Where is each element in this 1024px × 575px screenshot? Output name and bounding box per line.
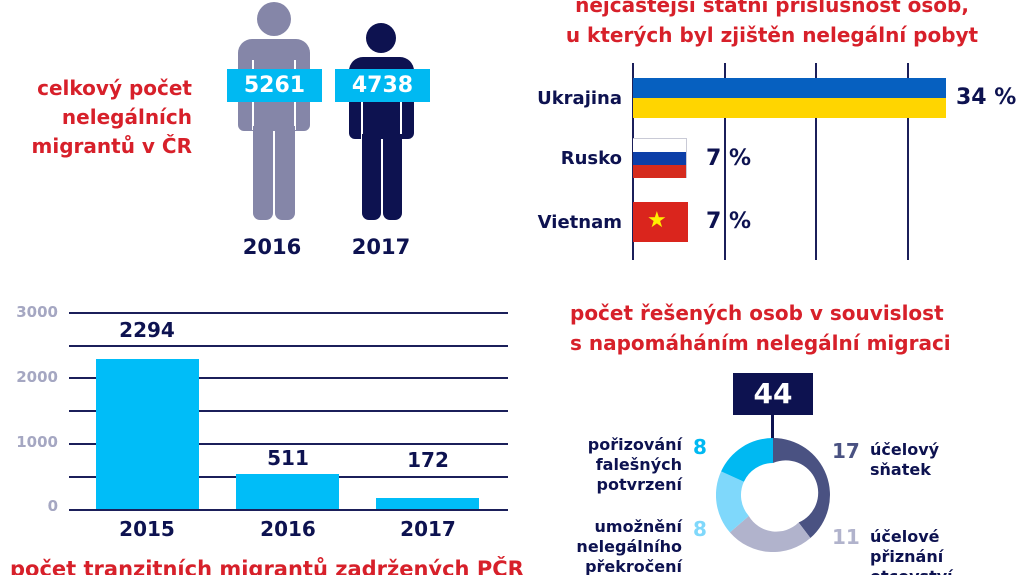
label-line: otcovství xyxy=(870,567,953,575)
segment-ucelovy-snatek xyxy=(773,438,830,538)
grid-line xyxy=(69,443,508,445)
grid-line xyxy=(69,410,508,412)
x-label-2017: 2017 xyxy=(400,517,456,541)
value-label-ukrajina: 34 % xyxy=(956,85,1017,110)
donut-chart xyxy=(716,438,830,552)
title-line: nelegálních xyxy=(61,105,192,129)
country-label-rusko: Rusko xyxy=(560,148,622,169)
year-label-2016: 2016 xyxy=(242,235,302,259)
grid-line xyxy=(69,345,508,347)
title-line: u kterých byl zjištěn nelegální pobyt xyxy=(565,23,979,47)
total-connector xyxy=(771,415,774,439)
y-tick-2000: 2000 xyxy=(16,368,58,386)
country-label-vietnam: Vietnam xyxy=(537,212,622,233)
vietnam-flag-bar: ★ xyxy=(633,202,688,242)
bar-value-2016: 511 xyxy=(267,446,309,470)
label-porizovani-potvrzeni: pořizování falešných potvrzení xyxy=(560,435,682,495)
label-line: překročení xyxy=(585,557,682,575)
bar-2017 xyxy=(376,498,479,509)
value-badge-2016: 5261 xyxy=(227,69,322,102)
label-line: nelegálního xyxy=(576,537,682,556)
grid-line xyxy=(907,63,909,260)
bar-2016 xyxy=(236,474,339,509)
bar-value-2017: 172 xyxy=(407,448,449,472)
label-line: falešných xyxy=(595,455,682,474)
nationality-title: nejčastější státní příslušnost osob, u k… xyxy=(520,0,1024,50)
total-migrants-title: celkový počet nelegálních migrantů v ČR xyxy=(10,74,192,161)
label-line: potvrzení xyxy=(596,475,682,494)
title-line: nejčastější státní příslušnost osob, xyxy=(575,0,969,17)
label-umozneni-prekroceni: umožnění nelegálního překročení xyxy=(560,517,682,575)
x-label-2015: 2015 xyxy=(119,517,175,541)
value-badge-2017: 4738 xyxy=(335,69,430,102)
segment-ucelove-priznani xyxy=(729,516,811,552)
star-icon: ★ xyxy=(647,208,667,233)
grid-line xyxy=(815,63,817,260)
label-line: umožnění xyxy=(594,517,682,536)
x-label-2016: 2016 xyxy=(260,517,316,541)
grid-line xyxy=(69,312,508,314)
value-porizovani-potvrzeni: 8 xyxy=(693,435,707,459)
label-ucelove-priznani: účelové přiznání otcovství xyxy=(870,527,953,575)
label-line: pořizování xyxy=(587,435,682,454)
x-axis-line xyxy=(69,509,508,511)
bar-2015 xyxy=(96,359,199,509)
smuggling-title: počet řešených osob v souvislost s napom… xyxy=(570,298,951,358)
total-badge: 44 xyxy=(733,373,813,415)
label-ucelovy-snatek: účelový sňatek xyxy=(870,440,939,480)
title-line: počet řešených osob v souvislost xyxy=(570,301,944,325)
value-ucelove-priznani: 11 xyxy=(832,525,860,549)
segment-porizovani-potvrzeni xyxy=(721,438,773,482)
label-line: sňatek xyxy=(870,460,931,479)
transit-migrants-title: počet tranzitních migrantů zadržených PČ… xyxy=(10,557,524,575)
russia-flag-bar xyxy=(633,138,687,178)
title-line: celkový počet xyxy=(37,76,192,100)
segment-umozneni-prekroceni xyxy=(716,471,749,533)
y-tick-0: 0 xyxy=(47,497,58,515)
y-tick-1000: 1000 xyxy=(16,433,58,451)
country-label-ukrajina: Ukrajina xyxy=(537,88,622,109)
value-label-rusko: 7 % xyxy=(706,146,752,171)
ukraine-flag-bar xyxy=(633,78,946,118)
grid-line xyxy=(724,63,726,260)
y-tick-3000: 3000 xyxy=(16,303,58,321)
title-line: s napomáháním nelegální migraci xyxy=(570,331,951,355)
grid-line xyxy=(69,377,508,379)
bar-value-2015: 2294 xyxy=(119,318,175,342)
year-label-2017: 2017 xyxy=(351,235,411,259)
title-line: migrantů v ČR xyxy=(31,134,192,158)
label-line: účelový xyxy=(870,440,940,459)
label-line: účelové xyxy=(870,527,940,546)
label-line: přiznání xyxy=(870,547,944,566)
value-ucelovy-snatek: 17 xyxy=(832,439,860,463)
value-label-vietnam: 7 % xyxy=(706,209,752,234)
value-umozneni-prekroceni: 8 xyxy=(693,517,707,541)
